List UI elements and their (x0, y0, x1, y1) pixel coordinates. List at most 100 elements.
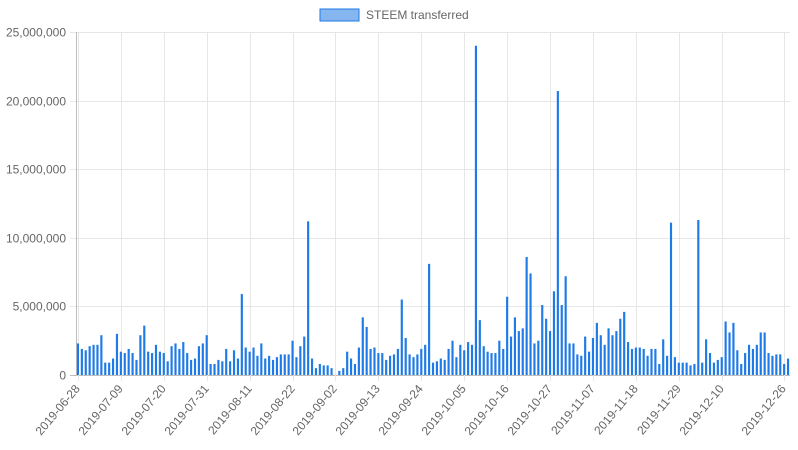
bar[interactable] (603, 344, 606, 375)
bar[interactable] (541, 305, 544, 375)
bar[interactable] (373, 347, 376, 375)
bar[interactable] (658, 364, 661, 375)
bar[interactable] (693, 364, 696, 375)
bar[interactable] (342, 368, 345, 375)
bar[interactable] (607, 328, 610, 375)
bar[interactable] (186, 353, 189, 375)
bar[interactable] (377, 353, 380, 375)
bar[interactable] (96, 344, 99, 375)
bar[interactable] (712, 362, 715, 375)
bar[interactable] (685, 362, 688, 375)
bar[interactable] (287, 354, 290, 375)
bar[interactable] (455, 357, 458, 375)
bar[interactable] (560, 305, 563, 375)
bar[interactable] (708, 353, 712, 375)
bar[interactable] (221, 361, 224, 375)
bar[interactable] (689, 365, 692, 375)
bar[interactable] (119, 351, 122, 375)
bar[interactable] (299, 346, 302, 375)
bar[interactable] (303, 336, 306, 375)
bar[interactable] (404, 337, 407, 375)
bar[interactable] (170, 346, 173, 375)
bar[interactable] (509, 336, 513, 375)
bar[interactable] (127, 348, 130, 375)
bar[interactable] (568, 343, 571, 375)
bar[interactable] (654, 348, 657, 375)
bar[interactable] (775, 354, 778, 375)
bar[interactable] (193, 358, 197, 375)
bar[interactable] (108, 362, 111, 375)
bar[interactable] (474, 45, 477, 375)
bar[interactable] (381, 353, 384, 375)
bar[interactable] (506, 296, 509, 375)
bar[interactable] (197, 346, 200, 375)
bar[interactable] (310, 358, 314, 375)
bar[interactable] (580, 355, 583, 375)
bar[interactable] (443, 359, 446, 375)
bar[interactable] (416, 354, 419, 375)
bar[interactable] (732, 322, 735, 375)
bar[interactable] (412, 357, 415, 375)
bar[interactable] (420, 348, 423, 375)
bar[interactable] (591, 337, 595, 375)
bar[interactable] (463, 350, 466, 375)
bar[interactable] (361, 317, 364, 375)
bar[interactable] (139, 335, 142, 375)
bar[interactable] (584, 336, 587, 375)
bar[interactable] (662, 339, 665, 375)
bar[interactable] (720, 357, 723, 375)
bar[interactable] (115, 333, 119, 375)
bar[interactable] (295, 357, 298, 375)
bar[interactable] (435, 361, 438, 375)
bar[interactable] (771, 355, 774, 375)
bar[interactable] (747, 344, 751, 375)
bar[interactable] (517, 331, 520, 375)
bar[interactable] (736, 350, 739, 375)
bar[interactable] (314, 368, 318, 375)
bar[interactable] (256, 355, 259, 375)
bar[interactable] (552, 291, 556, 375)
bar[interactable] (252, 347, 255, 375)
bar[interactable] (502, 348, 505, 375)
bar[interactable] (681, 362, 684, 375)
bar[interactable] (322, 365, 325, 375)
bar[interactable] (533, 343, 536, 375)
bar[interactable] (755, 344, 758, 375)
bar[interactable] (451, 340, 454, 375)
bar[interactable] (147, 351, 150, 375)
bar[interactable] (357, 347, 360, 375)
bar[interactable] (307, 221, 310, 375)
bar[interactable] (576, 354, 579, 375)
bar[interactable] (537, 340, 540, 375)
bar[interactable] (521, 328, 524, 375)
bar[interactable] (240, 294, 243, 375)
bar[interactable] (525, 257, 528, 375)
bar[interactable] (716, 359, 719, 375)
bar[interactable] (88, 346, 91, 375)
bar[interactable] (740, 364, 743, 375)
bar[interactable] (271, 359, 275, 375)
bar[interactable] (701, 362, 704, 375)
bar[interactable] (279, 354, 282, 375)
bar[interactable] (498, 340, 501, 375)
bar[interactable] (154, 344, 158, 375)
bar[interactable] (564, 276, 567, 375)
bar[interactable] (143, 325, 146, 375)
bar[interactable] (470, 344, 474, 375)
bar[interactable] (482, 346, 485, 375)
bar[interactable] (786, 358, 790, 375)
bar[interactable] (111, 358, 115, 375)
bar[interactable] (201, 343, 204, 375)
bar[interactable] (767, 353, 770, 375)
bar[interactable] (190, 359, 193, 375)
bar[interactable] (400, 299, 403, 375)
bar[interactable] (217, 359, 220, 375)
bar[interactable] (291, 340, 294, 375)
bar[interactable] (630, 348, 634, 375)
bar[interactable] (494, 353, 497, 375)
bar[interactable] (744, 353, 747, 375)
bar[interactable] (264, 358, 267, 375)
bar[interactable] (123, 353, 126, 375)
bar[interactable] (268, 355, 271, 375)
bar[interactable] (669, 222, 673, 375)
